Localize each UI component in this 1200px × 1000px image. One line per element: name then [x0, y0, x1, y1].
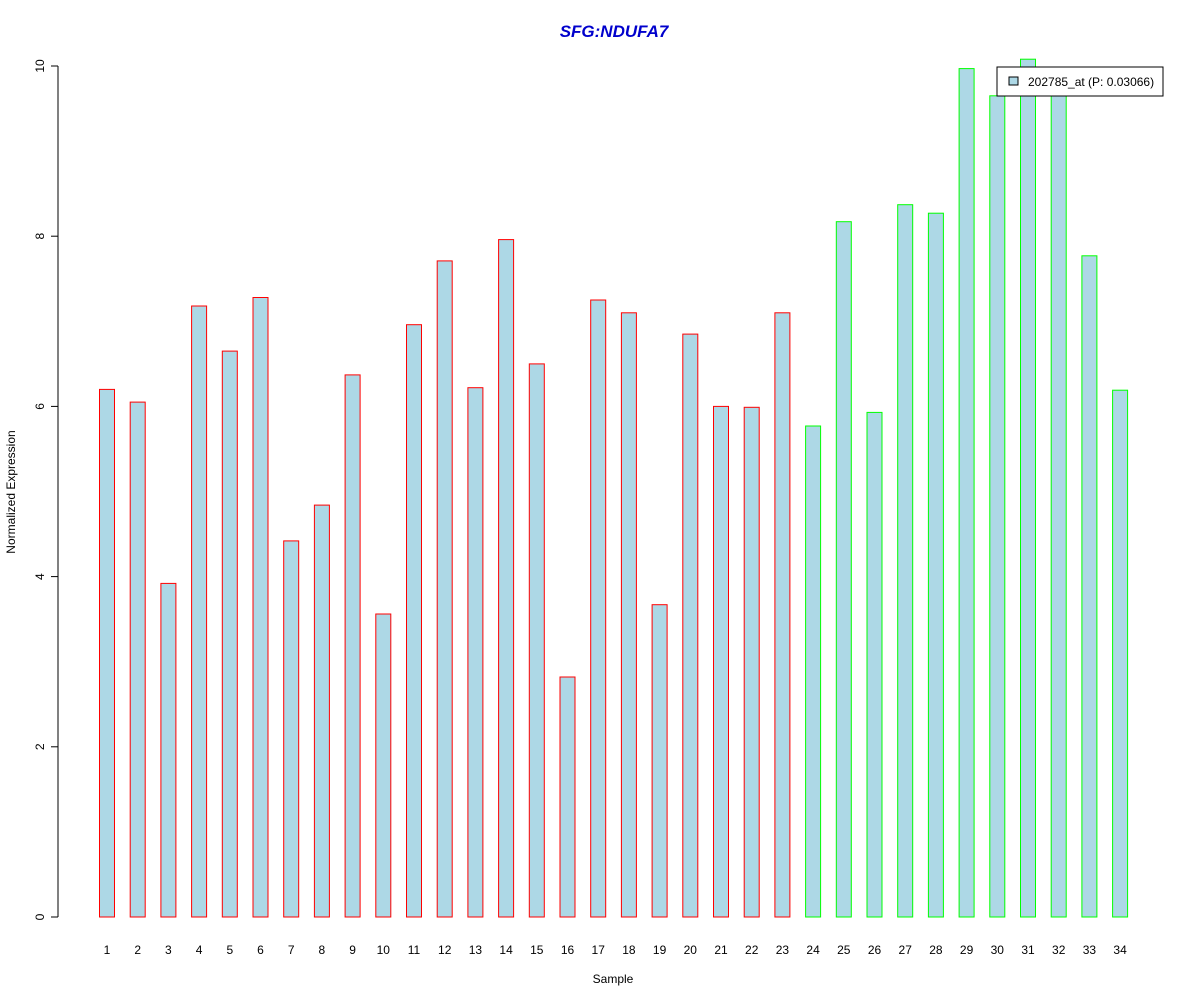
legend-label: 202785_at (P: 0.03066) — [1028, 75, 1154, 89]
y-tick-label: 6 — [33, 403, 47, 410]
bars-group — [99, 58, 1129, 918]
x-tick-label: 24 — [806, 943, 820, 957]
bar-34 — [1112, 389, 1129, 918]
x-tick-label: 4 — [196, 943, 203, 957]
bar-17 — [590, 299, 607, 918]
x-tick-label: 23 — [776, 943, 790, 957]
x-tick-label: 20 — [684, 943, 698, 957]
x-tick-label: 14 — [499, 943, 513, 957]
x-tick-label: 11 — [408, 943, 421, 957]
bar-5 — [221, 350, 238, 918]
x-tick-label: 16 — [561, 943, 575, 957]
x-tick-label: 31 — [1021, 943, 1035, 957]
legend-box — [996, 66, 1164, 97]
x-tick-label: 13 — [469, 943, 483, 957]
x-tick-label: 17 — [592, 943, 606, 957]
bar-26 — [866, 411, 883, 918]
y-tick-label: 4 — [33, 573, 47, 580]
bar-33 — [1081, 255, 1098, 918]
bar-6 — [252, 297, 269, 918]
chart-title: SFG:NDUFA7 — [560, 22, 670, 41]
y-axis-label: Normalized Expression — [4, 430, 18, 553]
y-tick-label: 2 — [33, 743, 47, 750]
bar-15 — [528, 363, 545, 918]
x-tick-label: 28 — [929, 943, 943, 957]
bar-16 — [559, 676, 576, 918]
bar-12 — [436, 260, 453, 918]
x-tick-label: 5 — [226, 943, 233, 957]
bar-27 — [897, 204, 914, 918]
bar-25 — [835, 221, 852, 918]
x-tick-label: 30 — [991, 943, 1005, 957]
x-tick-label: 12 — [438, 943, 452, 957]
x-axis-label: Sample — [593, 972, 634, 986]
bar-19 — [651, 604, 668, 918]
bar-14 — [498, 239, 515, 918]
bar-24 — [805, 425, 822, 918]
x-tick-label: 10 — [377, 943, 391, 957]
x-tick-label: 33 — [1083, 943, 1097, 957]
bar-20 — [682, 333, 699, 918]
x-tick-label: 26 — [868, 943, 882, 957]
x-tick-label: 3 — [165, 943, 172, 957]
bar-23 — [774, 312, 791, 918]
bar-3 — [160, 582, 177, 918]
bar-10 — [375, 613, 392, 918]
bar-11 — [406, 324, 422, 918]
x-tick-labels: 1 2 3 4 5 6 7 8 9 10 11 12 13 14 15 16 17 18 19 20 21 22 23 24 2… — [104, 943, 1127, 957]
x-tick-label: 32 — [1052, 943, 1066, 957]
x-tick-label: 7 — [288, 943, 295, 957]
x-tick-label: 29 — [960, 943, 974, 957]
x-tick-label: 9 — [349, 943, 356, 957]
x-tick-label: 21 — [714, 943, 728, 957]
y-axis: 0 2 4 6 8 10 — [33, 59, 59, 920]
bar-2 — [129, 401, 146, 918]
bar-31 — [1020, 58, 1036, 918]
x-tick-label: 8 — [319, 943, 326, 957]
legend: 202785_at (P: 0.03066) — [996, 66, 1164, 97]
bar-9 — [344, 374, 361, 918]
bar-21 — [713, 405, 729, 918]
bar-32 — [1050, 95, 1067, 918]
bar-7 — [283, 540, 300, 918]
x-tick-label: 27 — [899, 943, 913, 957]
x-tick-label: 25 — [837, 943, 851, 957]
x-tick-label: 15 — [530, 943, 544, 957]
bar-18 — [620, 312, 637, 918]
y-tick-label: 10 — [33, 59, 47, 73]
x-tick-label: 2 — [134, 943, 141, 957]
x-tick-label: 19 — [653, 943, 667, 957]
bar-30 — [989, 95, 1006, 918]
x-tick-label: 6 — [257, 943, 264, 957]
x-tick-label: 18 — [622, 943, 636, 957]
x-tick-label: 34 — [1113, 943, 1127, 957]
y-tick-label: 0 — [33, 913, 47, 920]
bar-13 — [467, 387, 484, 918]
bar-28 — [927, 212, 944, 918]
bar-29 — [958, 68, 975, 918]
x-tick-label: 1 — [104, 943, 111, 957]
x-tick-label: 22 — [745, 943, 759, 957]
bar-4 — [191, 305, 208, 918]
bar-8 — [313, 504, 330, 918]
bar-22 — [743, 406, 760, 918]
legend-swatch — [1008, 76, 1019, 86]
bar-1 — [99, 388, 115, 918]
y-tick-label: 8 — [33, 233, 47, 240]
